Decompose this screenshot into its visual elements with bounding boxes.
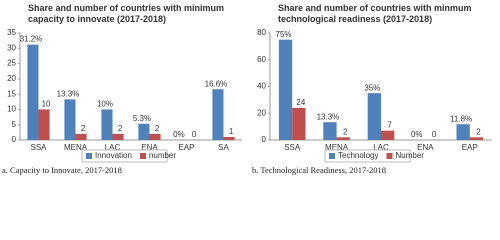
chart-panel: 0 20 40 60 80 SSA 75% 24 MENA 13.3% 2 LAC 35% 7 ENA 0% 0…: [250, 0, 498, 176]
data-label: 13.3%: [317, 112, 340, 121]
y-tick-label: 20: [257, 108, 266, 117]
data-label: 10: [42, 100, 51, 109]
data-label: 0: [192, 130, 197, 139]
data-label: 2: [81, 124, 86, 133]
legend-label: number: [149, 151, 176, 160]
data-label: 24: [296, 98, 305, 107]
data-label: 13.3%: [57, 89, 80, 98]
x-tick-label: EAP: [178, 143, 194, 152]
x-tick-label: MENA: [325, 143, 349, 152]
bar: [64, 99, 76, 140]
legend-swatch: [86, 153, 92, 159]
data-label: 35%: [364, 83, 380, 92]
y-tick-label: 0: [262, 135, 267, 144]
bar: [101, 109, 113, 140]
y-tick-label: 15: [7, 89, 16, 98]
page: 0 5 10 15 20 25 30 35 SSA 31.2% 10 MENA 13.3% 2 LAC 10%…: [0, 0, 498, 176]
legend-label: Technology: [338, 151, 378, 160]
data-label: 1: [229, 127, 234, 136]
bar: [75, 133, 87, 140]
chart: 05101520253035SSA31.2%10MENA13.3%2LAC10%…: [7, 28, 242, 163]
bar: [27, 44, 39, 140]
data-label: 75%: [276, 30, 292, 39]
x-tick-label: SA: [218, 143, 229, 152]
data-label: 7: [387, 121, 392, 130]
legend-label: Number: [395, 151, 424, 160]
y-tick-label: 20: [7, 74, 16, 83]
data-label: 0%: [411, 130, 423, 139]
bar: [112, 133, 124, 140]
bar: [223, 136, 235, 140]
data-label: 0%: [173, 130, 185, 139]
data-label: 16.6%: [205, 79, 228, 88]
x-tick-label: LAC: [105, 143, 121, 152]
data-label: 0: [432, 130, 437, 139]
data-label: 5.3%: [133, 114, 151, 123]
legend-swatch: [386, 153, 393, 159]
y-tick-label: 0: [12, 135, 17, 144]
x-tick-label: SSA: [30, 143, 47, 152]
y-tick-label: 60: [257, 55, 266, 64]
bar: [323, 122, 337, 140]
x-tick-label: ENA: [141, 143, 158, 152]
bar: [212, 89, 224, 140]
caption: b. Technological Readiness, 2017-2018: [252, 165, 387, 175]
y-tick-label: 10: [7, 105, 16, 114]
y-tick-label: 35: [7, 28, 16, 37]
y-tick-label: 30: [7, 43, 16, 52]
chart-panel: 0 5 10 15 20 25 30 35 SSA 31.2% 10 MENA 13.3% 2 LAC 10%…: [0, 0, 248, 176]
bar: [381, 130, 395, 140]
x-tick-label: EAP: [462, 143, 478, 152]
bar: [367, 93, 381, 140]
data-label: 2: [343, 127, 348, 136]
x-tick-label: MENA: [64, 143, 88, 152]
bar: [278, 39, 293, 140]
bar: [138, 123, 150, 140]
bar: [336, 137, 350, 140]
data-label: 2: [118, 124, 123, 133]
bar: [38, 109, 50, 140]
bar: [456, 124, 470, 140]
x-tick-label: ENA: [417, 143, 434, 152]
data-label: 10%: [97, 100, 113, 109]
bar: [292, 107, 306, 140]
legend-swatch: [139, 153, 146, 159]
y-tick-label: 25: [7, 59, 16, 68]
data-label: 2: [155, 124, 160, 133]
data-label: 31.2%: [20, 35, 43, 44]
x-tick-label: SSA: [284, 143, 301, 152]
y-tick-label: 40: [257, 82, 266, 91]
legend-label: Innovation: [95, 151, 132, 160]
bar: [469, 137, 484, 140]
data-label: 2: [476, 127, 481, 136]
x-tick-label: LAC: [373, 143, 389, 152]
data-label: 11.8%: [450, 114, 472, 123]
y-tick-label: 80: [257, 28, 266, 37]
chart-title: Share and number of countries with minim…: [28, 3, 225, 24]
bar: [149, 133, 161, 140]
y-tick-label: 5: [12, 120, 17, 129]
legend-swatch: [329, 153, 335, 159]
caption: a. Capacity to Innovate, 2017-2018: [2, 165, 122, 175]
chart-title: Share and number of countries with minmu…: [278, 3, 472, 24]
